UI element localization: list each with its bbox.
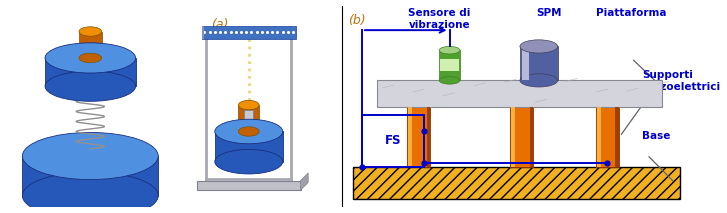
Ellipse shape (23, 132, 158, 180)
Text: (a): (a) (211, 18, 228, 31)
Ellipse shape (79, 27, 102, 36)
Bar (615, 106, 619, 167)
Bar (520, 46, 558, 80)
Ellipse shape (45, 43, 135, 73)
Ellipse shape (214, 119, 283, 144)
Bar (244, 110, 254, 120)
Text: SPM: SPM (537, 8, 562, 18)
Bar (510, 106, 533, 167)
Text: Supporti
piezoelettrici: Supporti piezoelettrici (642, 70, 720, 92)
Polygon shape (197, 181, 301, 190)
Bar (45, 58, 135, 86)
Bar (529, 106, 533, 167)
Ellipse shape (439, 46, 460, 54)
Bar (23, 156, 158, 196)
Ellipse shape (439, 77, 460, 84)
Bar (511, 106, 515, 167)
Bar (596, 106, 619, 167)
Ellipse shape (520, 74, 558, 87)
Text: Sensore di
vibrazione: Sensore di vibrazione (408, 8, 470, 30)
Bar (201, 26, 204, 39)
Ellipse shape (45, 71, 135, 101)
Bar (353, 167, 680, 199)
Bar (439, 50, 460, 80)
Polygon shape (301, 173, 308, 190)
Ellipse shape (238, 127, 259, 136)
Bar (362, 115, 424, 167)
Bar (214, 131, 283, 162)
Bar (409, 106, 412, 167)
Bar (407, 106, 430, 167)
Text: (b): (b) (348, 14, 366, 27)
Bar (201, 26, 296, 39)
Ellipse shape (214, 149, 283, 174)
Bar (597, 106, 601, 167)
Ellipse shape (79, 53, 102, 63)
Bar (79, 32, 102, 58)
Bar (440, 59, 459, 71)
Bar (427, 106, 430, 167)
Text: Base: Base (642, 131, 670, 141)
Ellipse shape (23, 172, 158, 213)
Text: Piattaforma: Piattaforma (596, 8, 667, 18)
Text: FS: FS (385, 134, 401, 147)
Ellipse shape (520, 40, 558, 53)
Bar (238, 105, 259, 131)
Bar (377, 80, 662, 106)
Bar (522, 46, 529, 80)
Ellipse shape (238, 100, 259, 110)
